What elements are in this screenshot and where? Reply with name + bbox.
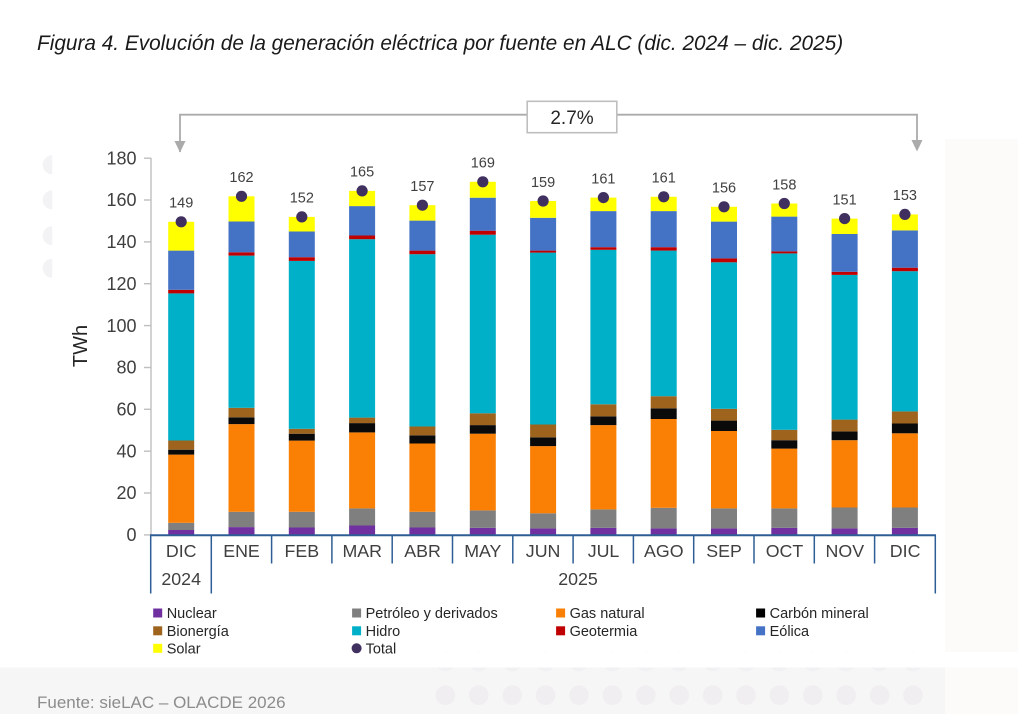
svg-text:120: 120 (106, 274, 136, 294)
svg-text:JUL: JUL (588, 541, 620, 561)
svg-text:161: 161 (591, 171, 615, 187)
svg-text:OCT: OCT (766, 541, 804, 561)
svg-text:DIC: DIC (166, 541, 197, 561)
svg-text:Eólica: Eólica (770, 624, 810, 640)
svg-text:FEB: FEB (285, 541, 320, 561)
svg-text:Fuente: sieLAC – OLACDE 2026: Fuente: sieLAC – OLACDE 2026 (37, 693, 286, 712)
svg-text:Figura 4. Evolución de la gene: Figura 4. Evolución de la generación elé… (37, 32, 843, 55)
svg-text:140: 140 (106, 232, 136, 252)
svg-text:SEP: SEP (706, 541, 742, 561)
svg-text:40: 40 (116, 441, 136, 461)
svg-text:Total: Total (366, 641, 397, 657)
svg-text:152: 152 (290, 191, 314, 207)
svg-text:ENE: ENE (223, 541, 260, 561)
svg-text:156: 156 (712, 181, 736, 197)
svg-text:100: 100 (106, 316, 136, 336)
svg-text:NOV: NOV (826, 541, 865, 561)
svg-text:180: 180 (106, 148, 136, 168)
svg-text:Gas natural: Gas natural (570, 606, 645, 622)
svg-text:158: 158 (772, 177, 796, 193)
svg-text:AGO: AGO (644, 541, 684, 561)
svg-text:169: 169 (471, 156, 495, 172)
svg-text:60: 60 (116, 400, 136, 420)
svg-text:Geotermia: Geotermia (570, 624, 639, 640)
svg-text:Solar: Solar (167, 641, 201, 657)
svg-text:Bionergía: Bionergía (167, 624, 230, 640)
svg-text:Hidro: Hidro (366, 624, 401, 640)
svg-text:TWh: TWh (70, 325, 92, 367)
svg-text:20: 20 (116, 483, 136, 503)
svg-text:Petróleo y derivados: Petróleo y derivados (366, 606, 498, 622)
svg-text:0: 0 (126, 525, 136, 545)
svg-text:80: 80 (116, 358, 136, 378)
svg-text:2025: 2025 (558, 569, 598, 589)
svg-text:149: 149 (169, 196, 193, 212)
svg-text:161: 161 (652, 171, 676, 187)
svg-text:Carbón mineral: Carbón mineral (770, 606, 869, 622)
svg-text:ABR: ABR (404, 541, 441, 561)
svg-text:153: 153 (893, 188, 917, 204)
svg-text:2.7%: 2.7% (550, 108, 593, 129)
svg-text:159: 159 (531, 175, 555, 191)
svg-text:JUN: JUN (526, 541, 561, 561)
svg-text:160: 160 (106, 190, 136, 210)
svg-text:157: 157 (410, 179, 434, 195)
svg-text:2024: 2024 (161, 569, 201, 589)
svg-text:165: 165 (350, 165, 374, 181)
svg-text:151: 151 (832, 192, 856, 208)
svg-text:MAY: MAY (464, 541, 501, 561)
svg-text:DIC: DIC (890, 541, 921, 561)
svg-text:162: 162 (229, 170, 253, 186)
svg-text:MAR: MAR (342, 541, 382, 561)
svg-text:Nuclear: Nuclear (167, 606, 217, 622)
